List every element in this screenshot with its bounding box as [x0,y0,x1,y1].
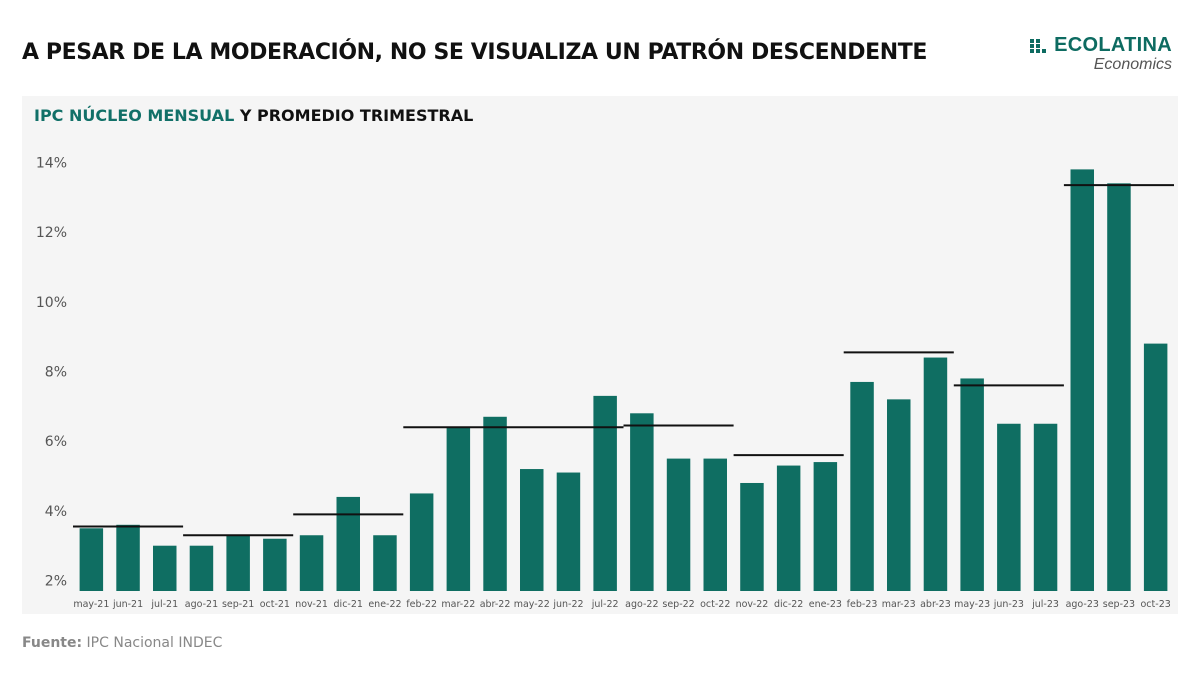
chart-title: IPC NÚCLEO MENSUAL Y PROMEDIO TRIMESTRAL [34,106,473,125]
x-tick-label: sep-23 [1103,599,1135,610]
bar [960,378,984,591]
bar [79,528,104,591]
source-label: Fuente: [22,635,83,651]
bar [299,535,324,591]
bar [446,427,471,591]
bar [520,469,544,591]
x-tick-label: jul-21 [150,599,178,610]
bar [887,399,911,591]
brand-logo: ECOLATINA Economics [1030,34,1172,74]
source-note: Fuente: IPC Nacional INDEC [22,635,222,651]
x-tick-label: abr-22 [480,599,511,610]
x-tick-label: nov-22 [736,599,769,610]
y-tick-label: 10% [36,295,67,311]
bar [813,462,838,591]
x-tick-label: feb-23 [847,599,878,610]
x-tick-label: may-22 [514,599,550,610]
x-tick-label: dic-22 [774,599,803,610]
bar [336,496,360,591]
logo-grid-icon [1030,38,1047,53]
x-tick-label: nov-21 [295,599,328,610]
bar [263,538,287,591]
x-tick-label: oct-23 [1141,599,1171,610]
source-text: IPC Nacional INDEC [86,635,223,651]
x-tick-label: oct-22 [700,599,730,610]
page-title: A PESAR DE LA MODERACIÓN, NO SE VISUALIZ… [22,40,928,65]
bar [1107,183,1131,591]
bar [483,416,507,591]
x-tick-label: may-23 [954,599,990,610]
bar [1143,343,1168,591]
x-tick-label: jun-22 [552,599,583,610]
bar [189,545,214,591]
bar [776,465,801,591]
x-tick-label: jun-23 [993,599,1024,610]
x-tick-label: ene-23 [809,599,842,610]
bar [1070,169,1094,591]
x-tick-label: sep-22 [662,599,694,610]
bar [593,395,617,591]
x-tick-label: oct-21 [260,599,290,610]
x-tick-label: abr-23 [920,599,951,610]
bar [997,423,1021,591]
bar [373,535,397,591]
x-tick-label: mar-22 [441,599,475,610]
y-tick-label: 6% [45,434,67,450]
bar [740,482,764,591]
x-tick-label: ago-21 [185,599,218,610]
x-tick-label: may-21 [73,599,109,610]
bar [850,381,874,591]
bar [666,458,691,591]
x-tick-label: jul-22 [591,599,619,610]
y-tick-label: 12% [36,225,67,241]
x-tick-label: ago-22 [625,599,658,610]
x-tick-label: ago-23 [1066,599,1099,610]
bar [116,524,140,591]
x-tick-label: jun-21 [112,599,143,610]
x-tick-label: jul-23 [1031,599,1059,610]
x-tick-label: feb-22 [406,599,437,610]
bar [409,493,434,591]
x-tick-label: ene-22 [368,599,401,610]
brand-name: ECOLATINA [1054,34,1172,56]
y-tick-label: 8% [45,364,67,380]
bar [1033,423,1058,591]
bar [630,413,654,591]
bar [226,535,250,591]
x-tick-label: dic-21 [334,599,363,610]
bar [153,545,177,591]
x-tick-label: sep-21 [222,599,254,610]
bar [556,472,581,591]
chart-title-rest: Y PROMEDIO TRIMESTRAL [239,106,474,125]
bar [923,357,948,591]
y-tick-label: 2% [45,574,67,590]
x-tick-label: mar-23 [882,599,916,610]
chart-title-accent: IPC NÚCLEO MENSUAL [34,106,235,125]
bar [703,458,727,591]
y-tick-label: 14% [36,155,67,171]
y-tick-label: 4% [45,504,67,520]
brand-subtitle: Economics [1093,56,1172,73]
